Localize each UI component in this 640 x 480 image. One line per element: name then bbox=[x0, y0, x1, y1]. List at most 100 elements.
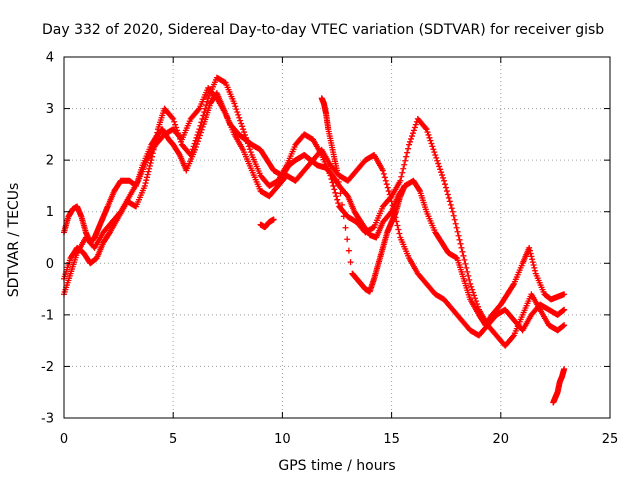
data-point bbox=[458, 244, 465, 251]
data-point bbox=[456, 236, 463, 243]
data-point bbox=[190, 143, 197, 150]
data-point bbox=[195, 106, 202, 113]
data-point bbox=[244, 140, 251, 147]
data-point bbox=[470, 289, 477, 296]
data-point bbox=[437, 166, 444, 173]
data-marks bbox=[61, 74, 568, 406]
data-point bbox=[339, 201, 346, 208]
data-point bbox=[234, 109, 241, 116]
data-point bbox=[334, 167, 340, 174]
data-point bbox=[195, 129, 202, 136]
data-point bbox=[397, 177, 404, 184]
data-point bbox=[142, 180, 149, 187]
data-point bbox=[428, 140, 435, 147]
data-point bbox=[201, 109, 208, 116]
data-point bbox=[434, 157, 441, 164]
data-point bbox=[404, 149, 411, 156]
data-point bbox=[197, 122, 204, 129]
data-point bbox=[460, 252, 467, 259]
data-point bbox=[239, 123, 246, 130]
series-trace-d bbox=[257, 95, 568, 406]
data-point bbox=[401, 161, 408, 168]
data-point bbox=[232, 103, 239, 110]
data-point bbox=[243, 137, 250, 144]
data-point bbox=[143, 177, 150, 184]
data-point bbox=[235, 111, 242, 118]
data-point bbox=[561, 366, 568, 373]
data-point bbox=[388, 198, 395, 205]
data-point bbox=[423, 126, 430, 133]
data-point bbox=[330, 182, 337, 189]
data-point bbox=[189, 146, 196, 153]
y-axis-label: SDTVAR / TECUs bbox=[6, 183, 22, 298]
data-point bbox=[347, 259, 354, 266]
x-tick-label: 0 bbox=[60, 432, 68, 447]
x-tick-label: 10 bbox=[274, 432, 291, 447]
data-point bbox=[401, 182, 408, 189]
data-point bbox=[561, 306, 568, 313]
data-point bbox=[380, 170, 387, 177]
data-point bbox=[532, 267, 539, 274]
data-point bbox=[233, 106, 240, 113]
series-trace-a bbox=[61, 90, 568, 329]
data-point bbox=[411, 124, 418, 131]
data-point bbox=[169, 114, 176, 121]
data-point bbox=[450, 212, 457, 219]
data-point bbox=[561, 291, 568, 298]
plot-frame bbox=[63, 56, 611, 419]
data-point bbox=[143, 174, 150, 181]
data-point bbox=[446, 198, 453, 205]
data-point bbox=[427, 137, 434, 144]
x-tick-label: 25 bbox=[602, 432, 619, 447]
data-point bbox=[241, 129, 248, 136]
data-point bbox=[327, 172, 334, 179]
y-tick-label: -1 bbox=[41, 308, 54, 323]
data-point bbox=[193, 134, 200, 141]
data-point bbox=[270, 216, 277, 223]
y-tick-label: -3 bbox=[41, 412, 54, 427]
data-point bbox=[395, 226, 402, 233]
data-point bbox=[237, 117, 244, 124]
data-point bbox=[426, 134, 433, 141]
data-point bbox=[469, 286, 476, 293]
data-point bbox=[526, 244, 533, 251]
data-point bbox=[171, 118, 178, 125]
data-point bbox=[379, 167, 386, 174]
chart-title: Day 332 of 2020, Sidereal Day-to-day VTE… bbox=[42, 22, 604, 38]
x-tick-label: 20 bbox=[493, 432, 510, 447]
data-point bbox=[474, 303, 481, 310]
data-point bbox=[329, 179, 336, 186]
data-point bbox=[331, 186, 338, 193]
data-point bbox=[424, 129, 431, 136]
data-point bbox=[441, 181, 448, 188]
y-tick-label: 2 bbox=[46, 154, 54, 169]
data-point bbox=[141, 182, 148, 189]
data-point bbox=[473, 298, 480, 305]
data-point bbox=[561, 322, 568, 329]
data-point bbox=[188, 149, 195, 156]
data-point bbox=[386, 191, 393, 198]
data-point bbox=[472, 295, 479, 302]
data-point bbox=[381, 174, 388, 181]
data-point bbox=[406, 141, 413, 148]
data-point bbox=[409, 130, 416, 137]
data-point bbox=[528, 253, 535, 260]
data-point bbox=[194, 131, 201, 138]
data-point bbox=[236, 114, 243, 121]
data-point bbox=[407, 138, 414, 145]
data-point bbox=[509, 333, 516, 340]
data-point bbox=[332, 189, 339, 196]
data-point bbox=[526, 247, 533, 254]
data-point bbox=[243, 134, 249, 141]
data-point bbox=[410, 127, 417, 134]
data-point bbox=[471, 292, 478, 299]
data-point bbox=[146, 162, 153, 169]
x-axis-ticks: 0 5 10 15 20 25 bbox=[60, 57, 618, 447]
data-point bbox=[463, 264, 470, 271]
data-point bbox=[445, 194, 452, 201]
data-point bbox=[333, 193, 340, 200]
data-point bbox=[387, 194, 394, 201]
data-point bbox=[430, 146, 437, 153]
y-tick-label: 0 bbox=[46, 257, 54, 272]
data-point bbox=[462, 260, 469, 267]
